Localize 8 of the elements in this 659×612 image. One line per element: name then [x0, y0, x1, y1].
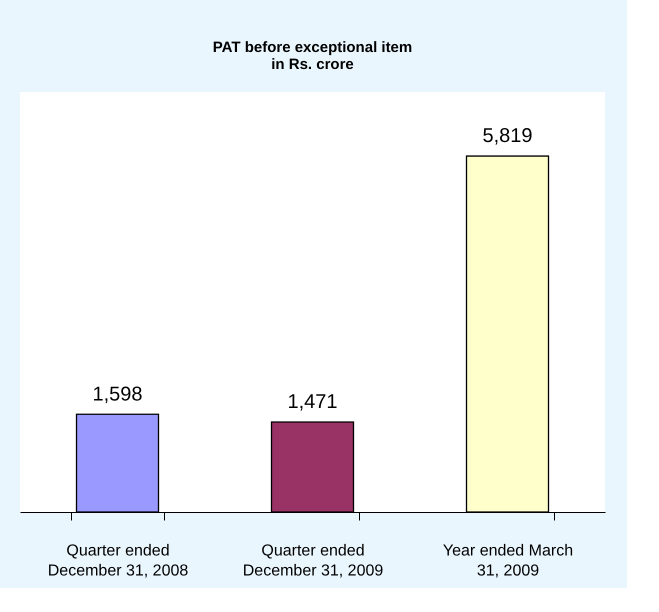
- text: in Rs. crore: [271, 56, 354, 73]
- data-label: 5,819: [482, 125, 533, 148]
- x-tick-label: Year ended March 31, 2009: [442, 542, 574, 580]
- data-label: 1,471: [287, 391, 338, 414]
- text: PAT before exceptional item: [212, 39, 412, 56]
- data-label: 1,598: [92, 383, 143, 406]
- x-tick-label: Quarter ended December 31, 2008: [48, 542, 188, 580]
- x-tick-label: Quarter ended December 31, 2009: [242, 542, 384, 580]
